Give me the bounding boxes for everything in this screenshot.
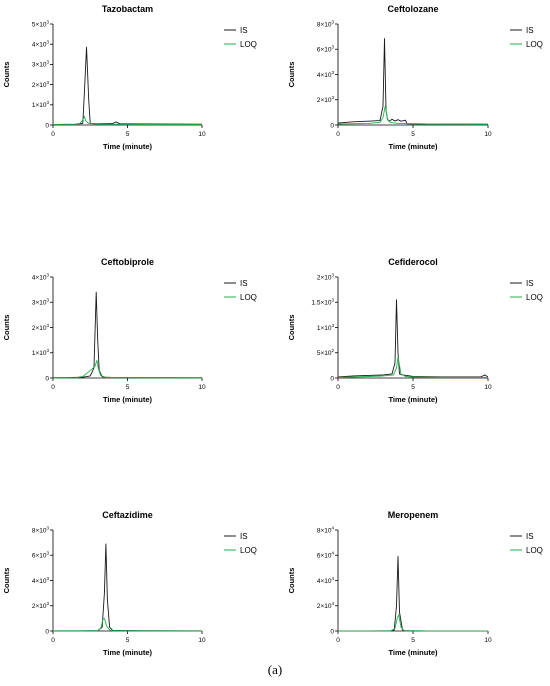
y-tick-label: 4×103 [317,70,335,79]
chart-panel-3: Ceftobiprole 0 1×103 2×103 3×103 4×103 0 5 10 Tim… [2,257,257,404]
y-tick-label: 3×103 [32,60,50,69]
chart-title: Ceftolozane [387,4,438,14]
y-tick-label: 5×102 [317,348,335,357]
y-tick-label: 1×103 [32,100,50,109]
y-tick-label: 1×103 [32,348,50,357]
y-tick-label: 8×103 [317,19,335,28]
series-line-is [52,291,203,379]
legend-label-is: IS [240,532,248,541]
legend-label-loq: LOQ [240,40,257,49]
x-axis-label: Time (minute) [103,395,153,404]
y-tick-label: 2×104 [317,601,335,610]
legend-label-is: IS [526,279,534,288]
y-tick-label: 2×103 [317,95,335,104]
chart-panel-4: Cefiderocol 0 5×102 1×103 1.5×103 2×103 0 5 10 Ti… [287,257,543,404]
legend-label-loq: LOQ [526,546,543,555]
chart-title: Ceftazidime [102,510,153,520]
chart-title: Cefiderocol [388,257,438,267]
x-axis-label: Time (minute) [103,142,153,151]
y-tick-label: 0 [45,122,49,129]
x-tick-label: 5 [411,637,415,644]
y-axis-label: Counts [2,62,11,88]
y-axis-label: Counts [287,315,296,341]
x-tick-label: 10 [484,637,492,644]
series-line-loq [52,359,203,379]
x-tick-label: 5 [126,637,130,644]
series-line-is [52,46,203,125]
legend-label-loq: LOQ [526,40,543,49]
chart-title: Tazobactam [102,4,153,14]
series-line-is [337,299,489,378]
y-tick-label: 1×103 [317,323,335,332]
y-axis-label: Counts [2,568,11,594]
legend-label-loq: LOQ [240,546,257,555]
x-tick-label: 5 [411,384,415,391]
y-tick-label: 3×103 [32,298,50,307]
x-tick-label: 5 [411,131,415,138]
y-tick-label: 4×103 [32,272,50,281]
y-tick-label: 0 [45,375,49,382]
legend-label-loq: LOQ [240,293,257,302]
y-axis-label: Counts [2,315,11,341]
x-axis-label: Time (minute) [388,142,438,151]
series-line-is [52,543,203,632]
chart-panel-5: Ceftazidime 0 2×103 4×103 6×103 8×103 0 5 10 Time… [2,510,257,657]
x-tick-label: 0 [336,384,340,391]
y-tick-label: 0 [45,628,49,635]
y-tick-label: 5×103 [32,19,50,28]
y-tick-label: 6×104 [317,551,335,560]
x-tick-label: 0 [51,384,55,391]
y-tick-label: 4×103 [32,40,50,49]
x-tick-label: 10 [198,637,206,644]
y-tick-label: 8×103 [32,525,50,534]
legend-label-is: IS [526,532,534,541]
series-line-loq [52,115,203,126]
y-axis-label: Counts [287,62,296,88]
legend-label-is: IS [240,26,248,35]
y-tick-label: 6×103 [32,551,50,560]
y-tick-label: 2×103 [317,272,335,281]
series-line-is [337,38,489,125]
series-line-loq [337,614,489,632]
chart-panel-6: Meropenem 0 2×104 4×104 6×104 8×104 0 5 10 Time (… [287,510,543,657]
x-tick-label: 10 [198,384,206,391]
series-line-loq [337,356,488,378]
y-tick-label: 8×104 [317,525,335,534]
y-tick-label: 0 [330,375,334,382]
y-tick-label: 4×104 [317,576,335,585]
y-tick-label: 0 [330,122,334,129]
y-tick-label: 1.5×103 [311,298,334,307]
x-tick-label: 0 [336,637,340,644]
series-line-loq [337,105,489,125]
y-tick-label: 2×103 [32,80,50,89]
y-tick-label: 0 [330,628,334,635]
x-axis-label: Time (minute) [388,648,438,657]
legend-label-is: IS [526,26,534,35]
x-tick-label: 0 [51,131,55,138]
x-axis-label: Time (minute) [103,648,153,657]
x-tick-label: 0 [336,131,340,138]
y-tick-label: 2×103 [32,601,50,610]
y-tick-label: 4×103 [32,576,50,585]
chart-title: Meropenem [388,510,439,520]
chart-panel-1: Tazobactam 0 1×103 2×103 3×103 4×103 5×103 0 5 10… [2,4,257,151]
y-tick-label: 2×103 [32,323,50,332]
legend-label-is: IS [240,279,248,288]
legend-label-loq: LOQ [526,293,543,302]
y-axis-label: Counts [287,568,296,594]
figure-caption: (a) [267,662,283,677]
x-axis-label: Time (minute) [388,395,438,404]
x-tick-label: 5 [126,131,130,138]
x-tick-label: 10 [198,131,206,138]
y-tick-label: 6×103 [317,45,335,54]
series-line-is [337,556,489,632]
x-tick-label: 5 [126,384,130,391]
x-tick-label: 0 [51,637,55,644]
series-line-loq [52,617,203,632]
chart-title: Ceftobiprole [101,257,154,267]
x-tick-label: 10 [484,131,492,138]
chart-panel-2: Ceftolozane 0 2×103 4×103 6×103 8×103 0 5 10 Time… [287,4,543,151]
x-tick-label: 10 [484,384,492,391]
